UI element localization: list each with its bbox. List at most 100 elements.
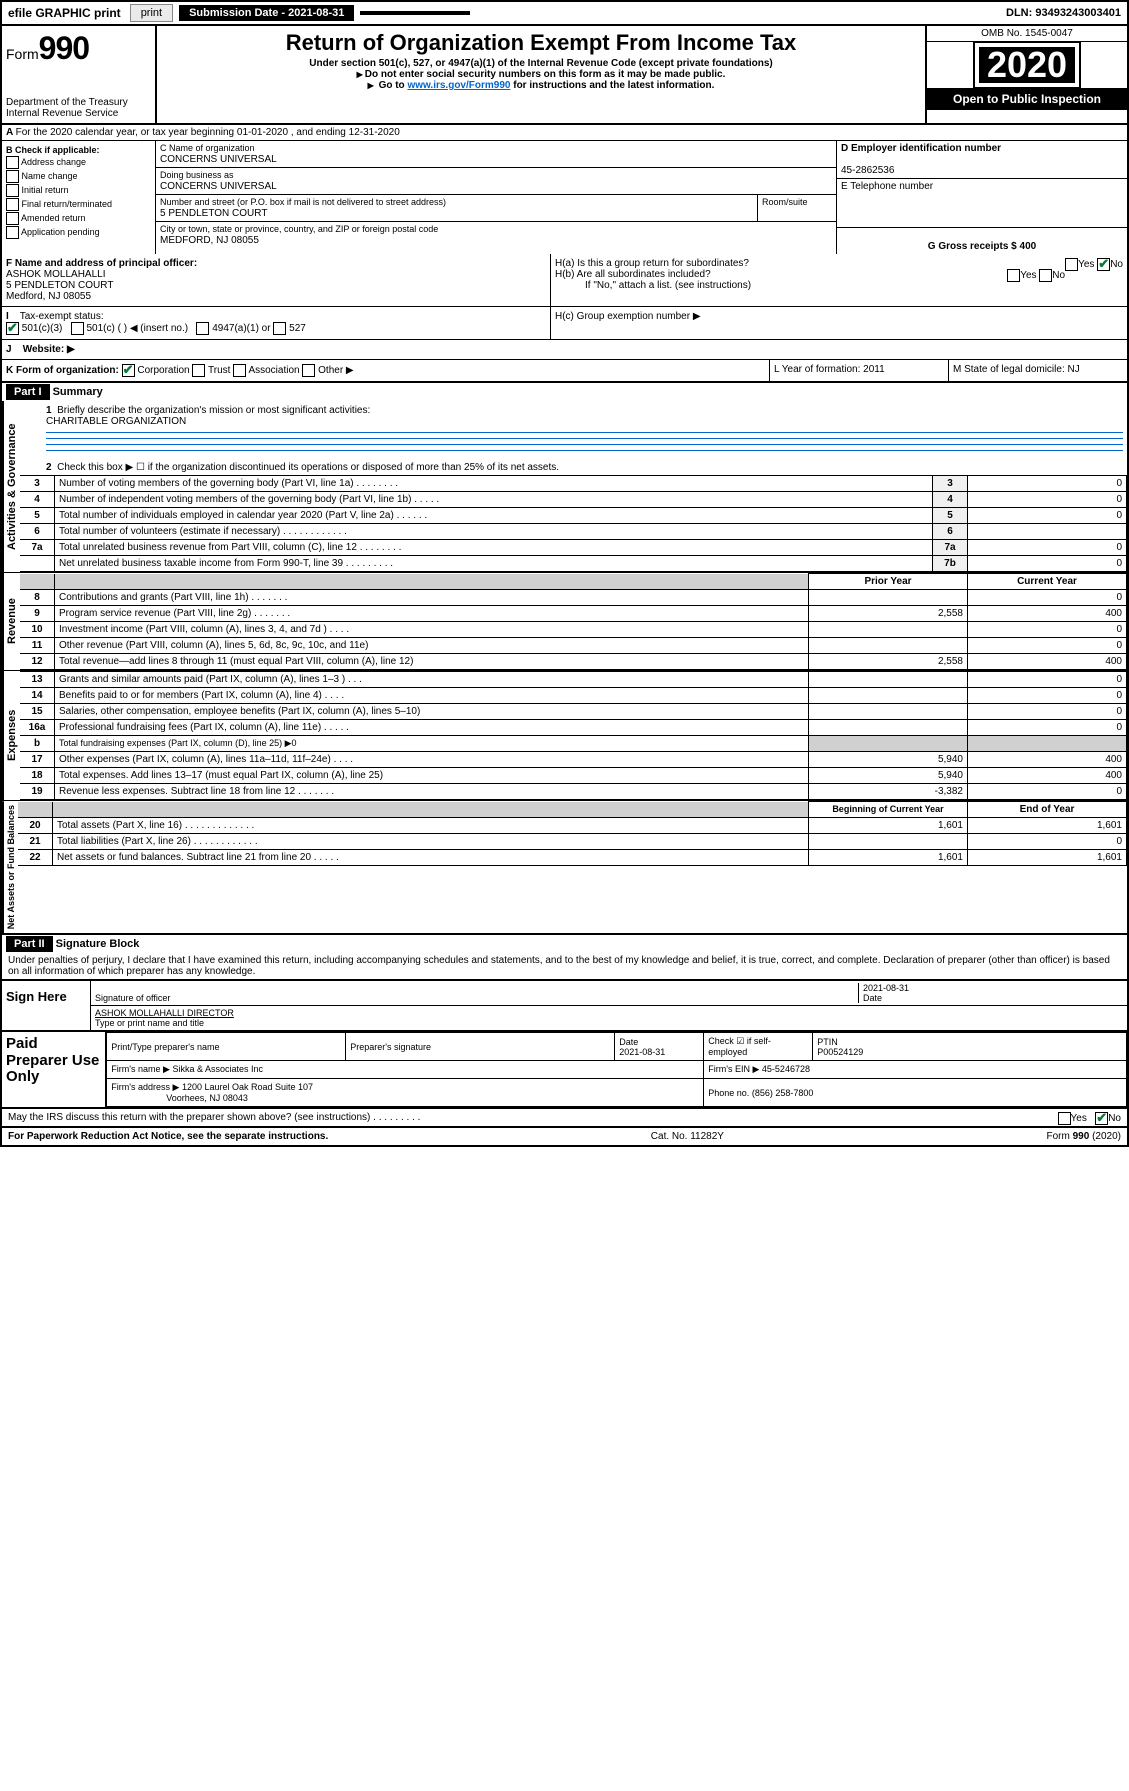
prep-name-label: Print/Type preparer's name [107,1033,346,1061]
section-klm: K Form of organization: Corporation Trus… [2,360,1127,383]
check-init[interactable]: Initial return [6,184,151,197]
form-number: Form990 [6,30,151,67]
check-501c3[interactable] [6,322,19,335]
addr-label: Number and street (or P.O. box if mail i… [160,197,446,207]
prep-self: Check ☑ if self-employed [704,1033,813,1061]
officer-addr1: 5 PENDLETON COURT [6,280,113,291]
check-trust[interactable] [192,364,205,377]
check-527[interactable] [273,322,286,335]
dln-label: DLN: 93493243003401 [1000,5,1127,21]
header-left: Form990 Department of the Treasury Inter… [2,26,157,123]
form-990: 990 [39,30,89,66]
header-right: OMB No. 1545-0047 2020 Open to Public In… [925,26,1127,123]
ein-value: 45-2862536 [841,165,894,176]
sig-name: ASHOK MOLLAHALLI DIRECTORType or print n… [91,1006,1127,1030]
spacer-black [360,11,470,15]
box-h: H(a) Is this a group return for subordin… [551,254,1127,306]
prep-date: Date2021-08-31 [615,1033,704,1061]
expenses-section: Expenses 13Grants and similar amounts pa… [2,671,1127,801]
prep-ptin: PTINP00524129 [813,1033,1127,1061]
org-name: CONCERNS UNIVERSAL [160,154,277,165]
sign-here: Sign Here Signature of officer 2021-08-3… [2,979,1127,1032]
ein-label: D Employer identification number [841,143,1001,154]
discuss-no[interactable] [1095,1112,1108,1125]
part1-title: Summary [53,386,103,398]
check-assoc[interactable] [233,364,246,377]
check-amend[interactable]: Amended return [6,212,151,225]
firm-ein: Firm's EIN ▶ 45-5246728 [704,1061,1127,1079]
rev-table: Prior Year Current Year 8Contributions a… [20,573,1127,670]
dba-label: Doing business as [160,170,234,180]
topbar: efile GRAPHIC print print Submission Dat… [2,2,1127,26]
dba-name: CONCERNS UNIVERSAL [160,181,277,192]
check-app[interactable]: Application pending [6,226,151,239]
box-b-head: B Check if applicable: [6,145,100,155]
paid-preparer: Paid Preparer Use Only Print/Type prepar… [2,1032,1127,1109]
omb-number: OMB No. 1545-0047 [927,26,1127,42]
form-org-label: K Form of organization: [6,365,119,376]
footer-right: Form 990 (2020) [1047,1131,1121,1142]
submission-date: Submission Date - 2021-08-31 [179,5,354,21]
form-title: Return of Organization Exempt From Incom… [161,30,921,56]
sig-officer: Signature of officer [95,983,858,1003]
form990-link[interactable]: www.irs.gov/Form990 [407,80,510,91]
row-a: A For the 2020 calendar year, or tax yea… [2,125,1127,141]
city-box: City or town, state or province, country… [156,222,836,248]
firm-phone: Phone no. (856) 258-7800 [704,1079,1127,1107]
tel-label: E Telephone number [841,181,933,192]
gross-label: G Gross receipts $ 400 [928,241,1036,252]
print-button[interactable]: print [130,4,173,22]
col-curr: Current Year [968,574,1127,590]
row-i: I Tax-exempt status: 501(c)(3) 501(c) ( … [2,307,551,339]
row-l: L Year of formation: 2011 [770,360,949,381]
officer-name: ASHOK MOLLAHALLI [6,269,105,280]
part2-header: Part II Signature Block [2,935,1127,953]
prep-sig-label: Preparer's signature [346,1033,615,1061]
discuss-yes[interactable] [1058,1112,1071,1125]
row-j: J Website: ▶ [2,340,1127,360]
form-prefix: Form [6,46,39,62]
check-corp[interactable] [122,364,135,377]
box-c: C Name of organization CONCERNS UNIVERSA… [156,141,837,254]
revenue-section: Revenue Prior Year Current Year 8Contrib… [2,573,1127,671]
gross-box: G Gross receipts $ 400 [837,228,1127,254]
org-name-label: C Name of organization [160,143,255,153]
subtitle3: Go to www.irs.gov/Form990 for instructio… [161,80,921,91]
open-public: Open to Public Inspection [927,88,1127,110]
check-501c[interactable] [71,322,84,335]
subtitle1: Under section 501(c), 527, or 4947(a)(1)… [161,58,921,69]
vlabel-netassets: Net Assets or Fund Balances [2,801,18,933]
officer-addr2: Medford, NJ 08055 [6,291,91,302]
website-label: Website: ▶ [23,344,75,355]
section-ij: I Tax-exempt status: 501(c)(3) 501(c) ( … [2,307,1127,340]
line2: 2 Check this box ▶ ☐ if the organization… [20,460,1127,475]
declaration: Under penalties of perjury, I declare th… [2,953,1127,979]
city-label: City or town, state or province, country… [160,224,438,234]
col-end: End of Year [968,802,1127,818]
org-name-box: C Name of organization CONCERNS UNIVERSA… [156,141,836,168]
box-f-label: F Name and address of principal officer: [6,258,197,269]
row-m: M State of legal domicile: NJ [949,360,1127,381]
box-b: B Check if applicable: Address change Na… [2,141,156,254]
col-beg: Beginning of Current Year [809,802,968,818]
dba-box: Doing business as CONCERNS UNIVERSAL [156,168,836,195]
check-other[interactable] [302,364,315,377]
h-b: H(b) Are all subordinates included? Yes … [555,269,1123,280]
tax-year: 2020 [975,43,1079,87]
form-header: Form990 Department of the Treasury Inter… [2,26,1127,125]
check-final[interactable]: Final return/terminated [6,198,151,211]
tax-status-label: Tax-exempt status: [20,311,104,322]
part1-header: Part I Summary [2,383,1127,401]
addr-box: Number and street (or P.O. box if mail i… [156,195,836,222]
check-4947[interactable] [196,322,209,335]
header-mid: Return of Organization Exempt From Incom… [157,26,925,123]
street-addr: 5 PENDLETON COURT [160,208,267,219]
governance-section: Activities & Governance 1 Briefly descri… [2,401,1127,573]
netassets-section: Net Assets or Fund Balances Beginning of… [2,801,1127,935]
gov-table: 3Number of voting members of the governi… [20,475,1127,572]
footer-left: For Paperwork Reduction Act Notice, see … [8,1131,328,1142]
form-page: efile GRAPHIC print print Submission Dat… [0,0,1129,1147]
check-addr[interactable]: Address change [6,156,151,169]
check-name[interactable]: Name change [6,170,151,183]
subtitle2: Do not enter social security numbers on … [161,69,921,80]
